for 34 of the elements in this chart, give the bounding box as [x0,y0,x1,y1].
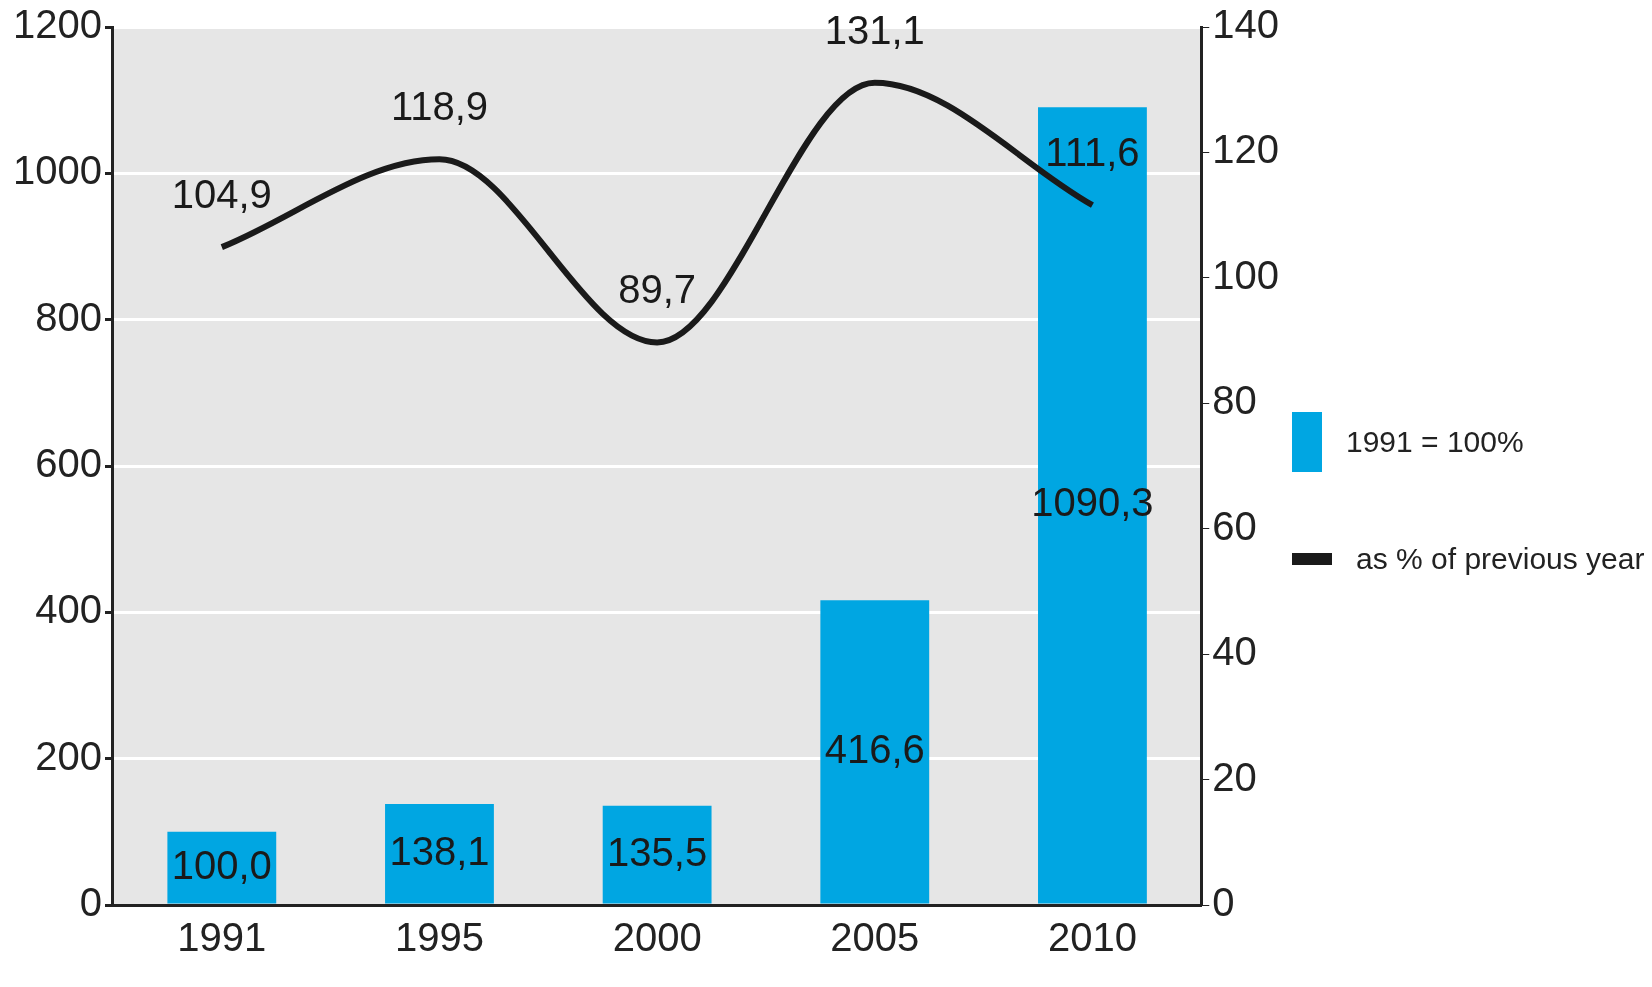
y-tick-label: 400 [35,587,102,632]
data-label: 104,9 [171,172,272,217]
bar [385,803,494,904]
bar [820,600,930,904]
y2-tick-label: 60 [1212,503,1257,548]
y-tick-label: 0 [79,880,102,925]
y-tick-label: 600 [35,441,102,486]
y2-tick-label: 100 [1212,252,1280,297]
data-label: 111,6 [1045,130,1140,175]
x-tick-label: 1991 [177,915,267,960]
bar [602,805,712,904]
data-label: 138,1 [389,828,490,873]
y2-tick-label: 0 [1212,880,1235,925]
y-tick-label: 200 [35,733,102,778]
x-tick-label: 2000 [612,915,702,960]
y2-tick-label: 120 [1212,127,1280,172]
data-label: 89,7 [618,267,697,312]
y-tick-label: 1200 [13,2,102,47]
y-tick-label: 1000 [13,148,102,193]
data-label: 416,6 [824,726,925,771]
data-label: 135,5 [607,829,708,874]
x-tick-label: 1995 [394,915,484,960]
x-tick-label: 2010 [1047,915,1137,960]
y2-tick-label: 140 [1212,2,1280,47]
y2-tick-label: 40 [1212,629,1257,674]
data-label: 131,1 [824,7,925,52]
data-label: 100,0 [171,842,272,887]
y2-tick-label: 80 [1212,378,1257,423]
y-tick-label: 800 [35,294,102,339]
y2-tick-label: 20 [1212,754,1257,799]
x-tick-label: 2005 [830,915,920,960]
legend-label: 1991 = 100% [1346,424,1524,459]
legend-label: as % of previous year [1356,541,1645,576]
data-label: 118,9 [390,84,489,129]
